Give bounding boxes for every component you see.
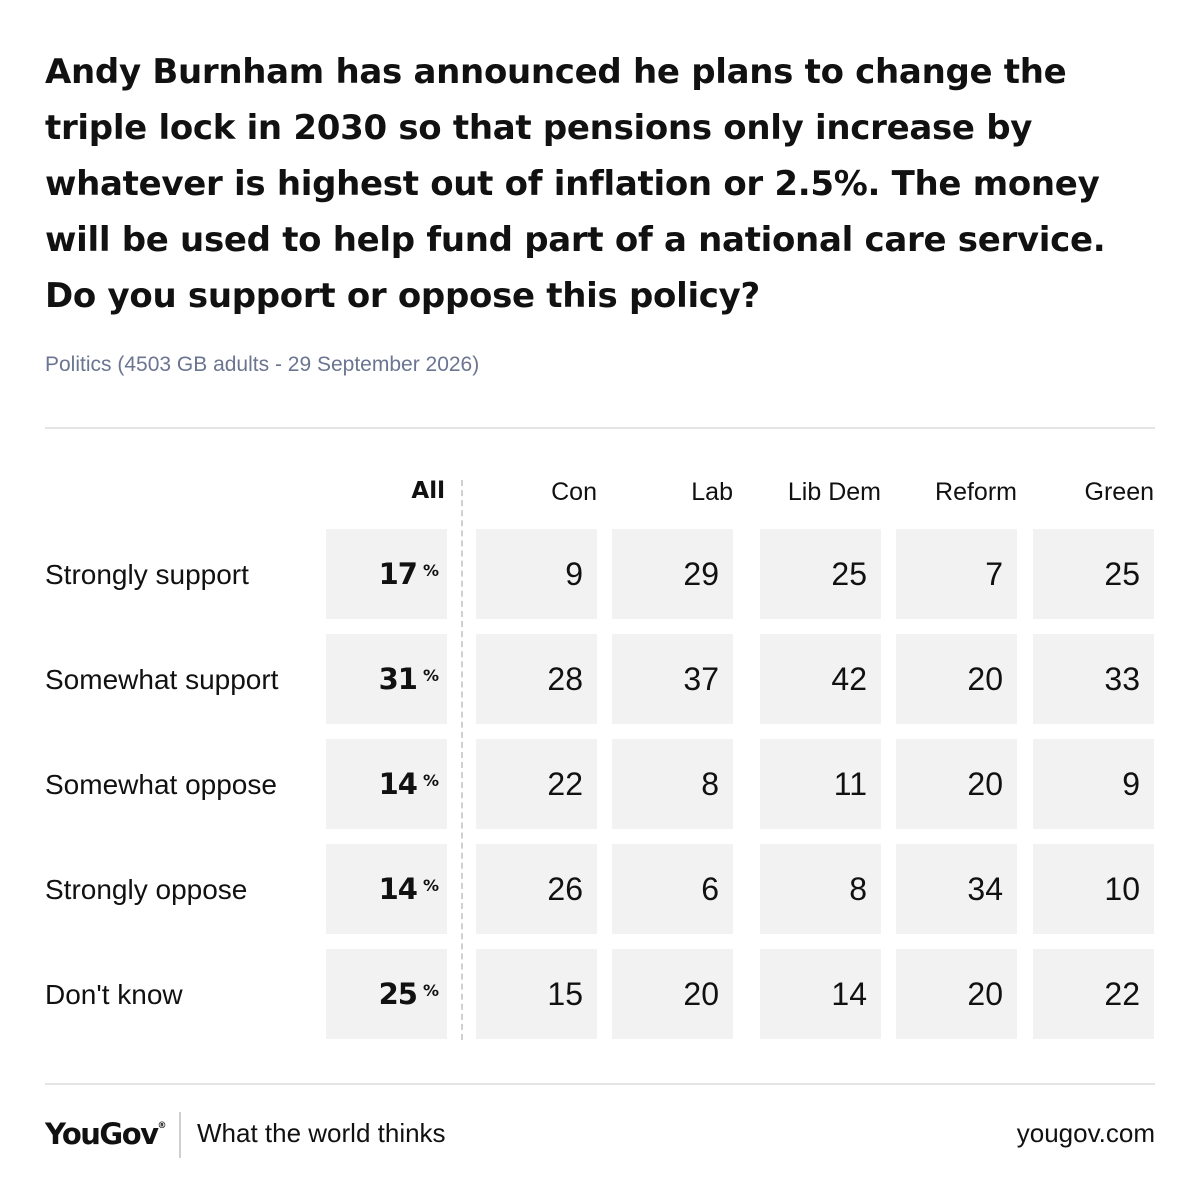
data-cell-con: 28 [476,634,597,724]
percent-sign: % [422,560,439,580]
data-cell-green: 22 [1033,949,1154,1039]
row-label: Somewhat oppose [45,768,277,800]
data-cell-all: 14% [326,739,447,829]
data-cell-green: 33 [1033,634,1154,724]
column-header-all: All [411,478,445,504]
data-cell-con: 26 [476,844,597,934]
column-header-reform: Reform [935,478,1017,506]
top-divider [45,427,1155,429]
data-cell-green: 25 [1033,529,1154,619]
all-value: 14 [378,767,418,801]
column-header-green: Green [1084,478,1154,506]
data-cell-lab: 37 [612,634,733,724]
percent-sign: % [422,980,439,1000]
data-cell-con: 9 [476,529,597,619]
data-cell-lab: 29 [612,529,733,619]
chart-subtitle: Politics (4503 GB adults - 29 September … [45,353,480,376]
data-cell-reform: 20 [896,949,1017,1039]
footer-site: yougov.com [1016,1118,1155,1148]
percent-sign: % [422,770,439,790]
data-cell-lab: 8 [612,739,733,829]
row-label: Don't know [45,978,183,1010]
data-cell-lib-dem: 14 [760,949,881,1039]
data-cell-reform: 20 [896,739,1017,829]
data-cell-reform: 34 [896,844,1017,934]
row-label: Strongly oppose [45,873,248,905]
column-header-con: Con [551,478,597,506]
data-cell-lab: 20 [612,949,733,1039]
data-cell-con: 22 [476,739,597,829]
data-cell-green: 10 [1033,844,1154,934]
data-cell-all: 31% [326,634,447,724]
row-label: Somewhat support [45,663,279,695]
data-cell-lib-dem: 25 [760,529,881,619]
data-cell-green: 9 [1033,739,1154,829]
bottom-divider [45,1083,1155,1085]
yougov-logo: YouGov® [45,1117,167,1151]
all-value: 14 [378,872,418,906]
data-cell-lib-dem: 11 [760,739,881,829]
chart-title: Andy Burnham has announced he plans to c… [45,52,1106,316]
data-cell-all: 17% [326,529,447,619]
data-cell-reform: 20 [896,634,1017,724]
data-cell-lib-dem: 42 [760,634,881,724]
data-cell-lab: 6 [612,844,733,934]
all-value: 25 [378,977,418,1011]
data-cell-all: 14% [326,844,447,934]
all-value: 31 [378,662,418,696]
data-cell-reform: 7 [896,529,1017,619]
column-header-lab: Lab [691,478,733,506]
all-column-divider [461,480,463,1040]
data-cell-all: 25% [326,949,447,1039]
column-header-lib-dem: Lib Dem [787,478,881,506]
percent-sign: % [422,875,439,895]
footer-divider [179,1112,181,1158]
footer-tagline: What the world thinks [197,1118,446,1148]
data-cell-con: 15 [476,949,597,1039]
all-value: 17 [378,557,418,591]
percent-sign: % [422,665,439,685]
row-label: Strongly support [45,558,249,590]
data-cell-lib-dem: 8 [760,844,881,934]
